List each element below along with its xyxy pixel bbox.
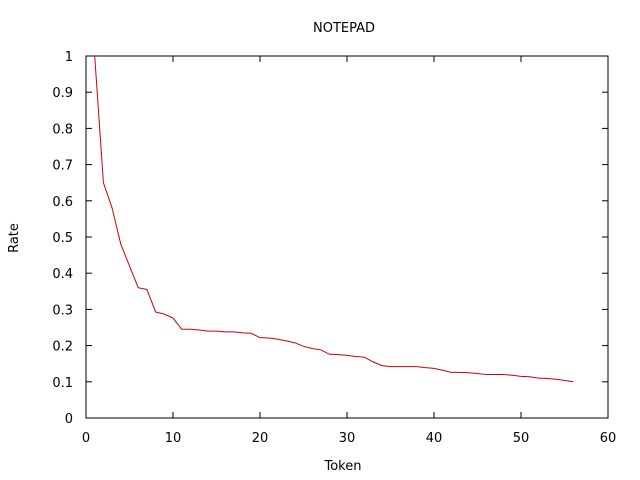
x-tick-label: 30 <box>339 431 356 446</box>
y-tick-label: 0.9 <box>52 86 73 101</box>
y-tick-label: 0 <box>65 412 73 427</box>
y-tick-label: 0.5 <box>52 231 73 246</box>
y-axis-label: Rate <box>7 223 22 253</box>
x-tick-label: 10 <box>165 431 182 446</box>
y-tick-label: 0.8 <box>52 122 73 137</box>
x-tick-label: 20 <box>252 431 269 446</box>
y-tick-label: 1 <box>65 50 73 65</box>
y-tick-label: 0.1 <box>52 376 73 391</box>
series-group <box>94 55 574 383</box>
x-tick-label: 50 <box>513 431 530 446</box>
y-tick-label: 0.3 <box>52 303 73 318</box>
y-tick-label: 0.4 <box>52 267 73 282</box>
axis-ticks <box>85 55 609 419</box>
x-tick-label: 0 <box>82 431 90 446</box>
x-axis-label: Token <box>324 459 362 474</box>
chart-title: NOTEPAD <box>313 21 375 36</box>
x-tick-label: 60 <box>600 431 617 446</box>
series-line <box>94 55 574 383</box>
y-tick-label: 0.2 <box>52 340 73 355</box>
y-tick-label: 0.6 <box>52 195 73 210</box>
plot-frame <box>85 55 609 419</box>
x-tick-label: 40 <box>426 431 443 446</box>
y-tick-label: 0.7 <box>52 159 73 174</box>
axis-tick-labels: 0 10 20 30 40 50 60 0 0.1 0.2 0.3 0.4 0.5 0.6 0.7 0.8 0.… <box>52 50 616 446</box>
